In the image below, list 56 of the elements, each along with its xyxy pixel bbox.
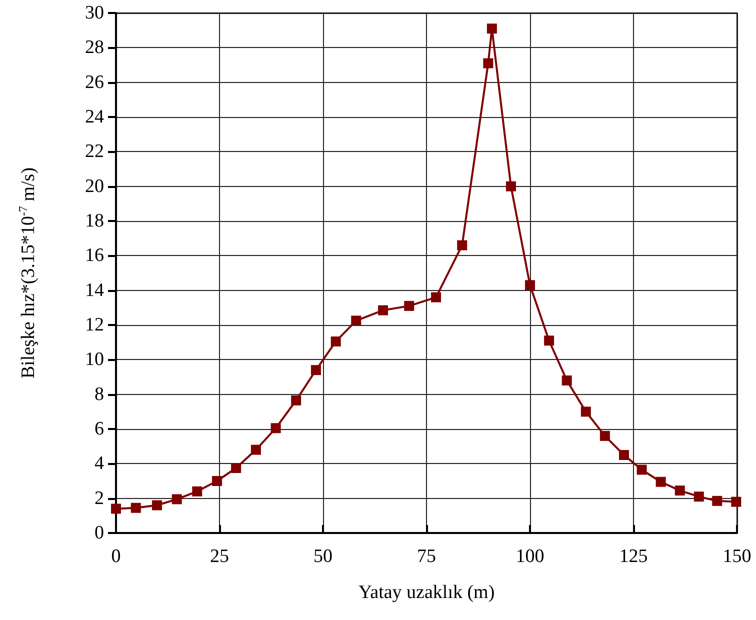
y-tick-label: 26	[85, 72, 104, 93]
point	[656, 476, 666, 487]
point	[310, 365, 321, 376]
point	[600, 430, 610, 441]
point	[580, 406, 591, 417]
x-tick-label: 75	[417, 546, 436, 567]
y-tick-label: 2	[94, 488, 104, 509]
y-tick-label: 4	[94, 453, 104, 474]
point	[404, 300, 414, 311]
y-tick-label: 0	[94, 522, 104, 544]
point	[351, 316, 362, 326]
point	[152, 500, 162, 510]
point	[486, 24, 497, 34]
x-tick-label: 50	[314, 546, 332, 567]
point	[544, 336, 554, 346]
y-tick-label: 10	[85, 349, 104, 370]
y-tick-label: 6	[94, 418, 104, 440]
y-tick-label: 16	[85, 245, 104, 266]
y-tick-label: 18	[85, 210, 104, 232]
y-tick-label: 14	[85, 280, 104, 301]
x-tick-label: 25	[210, 546, 229, 567]
point	[731, 496, 742, 507]
point	[483, 58, 494, 68]
x-tick-label: 100	[516, 546, 544, 567]
point	[674, 486, 685, 496]
y-tick-label: 28	[85, 37, 104, 58]
y-tick-label: 12	[85, 314, 104, 336]
y-tick-label: 30	[85, 2, 104, 24]
y-tick-label: 24	[85, 106, 104, 128]
x-tick-label: 125	[619, 546, 648, 567]
point	[270, 423, 281, 434]
point	[172, 494, 182, 504]
point	[618, 450, 629, 460]
y-tick-label: 8	[94, 384, 104, 405]
y-tick-label: 22	[85, 141, 104, 162]
point	[457, 240, 468, 250]
point	[250, 444, 261, 455]
x-axis-title: Yatay uzaklık (m)	[358, 582, 495, 603]
point	[130, 502, 141, 513]
point	[525, 280, 535, 290]
point	[694, 492, 704, 502]
x-tick-label: 0	[111, 546, 121, 567]
x-tick-label: 150	[722, 546, 752, 567]
point	[562, 375, 572, 386]
point	[378, 305, 388, 316]
point	[111, 504, 121, 514]
point	[431, 292, 442, 302]
point	[212, 476, 222, 486]
point	[231, 463, 242, 473]
y-tick-label: 20	[85, 176, 104, 197]
point	[636, 464, 647, 475]
point	[712, 496, 722, 506]
point	[506, 181, 516, 192]
point	[192, 486, 202, 496]
point	[291, 395, 302, 406]
point	[330, 336, 341, 346]
